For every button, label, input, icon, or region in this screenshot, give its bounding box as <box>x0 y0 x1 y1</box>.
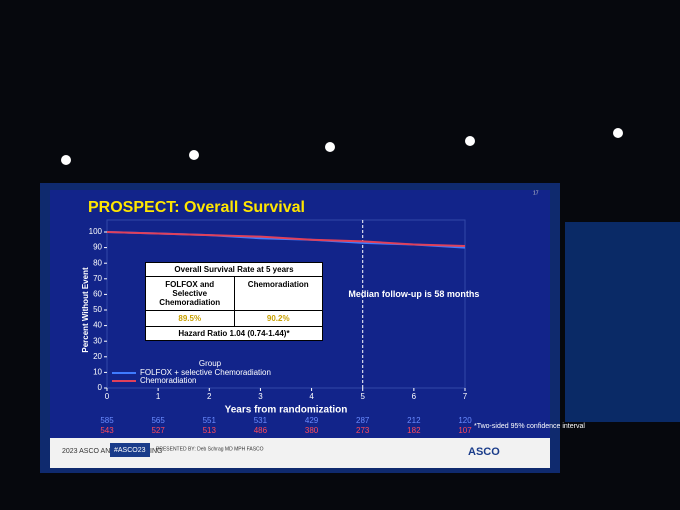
risk-count: 565 <box>151 416 165 425</box>
risk-count: 107 <box>458 426 472 435</box>
logo: ASCO <box>468 446 500 458</box>
plot-frame <box>106 219 466 389</box>
x-tick-label: 5 <box>360 392 365 401</box>
table-header: FOLFOX and Selective Chemoradiation <box>159 280 221 307</box>
risk-count: 212 <box>407 416 421 425</box>
legend-label: FOLFOX + selective Chemoradiation <box>140 368 271 377</box>
y-tick-label: 50 <box>93 305 102 314</box>
risk-count: 513 <box>203 426 217 435</box>
risk-count: 551 <box>203 416 217 425</box>
table-title: Overall Survival Rate at 5 years <box>146 263 322 277</box>
y-tick-label: 30 <box>93 336 102 345</box>
slide-number: 17 <box>533 190 539 196</box>
legend-title: Group <box>199 359 222 368</box>
x-tick-label: 6 <box>412 392 417 401</box>
y-axis-label: Percent Without Event <box>81 267 90 353</box>
table-value: 89.5% <box>178 314 202 323</box>
x-tick-label: 1 <box>156 392 161 401</box>
presenter: PRESENTED BY: Deb Schrag MD MPH FASCO <box>156 446 264 452</box>
risk-count: 531 <box>254 416 268 425</box>
slide-title: PROSPECT: Overall Survival <box>88 199 305 216</box>
y-tick-label: 10 <box>93 368 102 377</box>
risk-count: 486 <box>254 426 268 435</box>
risk-count: 543 <box>100 426 114 435</box>
y-tick-label: 90 <box>93 243 102 252</box>
legend-label: Chemoradiation <box>140 376 196 385</box>
table-header: Chemoradiation <box>233 277 323 310</box>
risk-count: 429 <box>305 416 319 425</box>
risk-count: 182 <box>407 426 421 435</box>
survival-table: Overall Survival Rate at 5 years FOLFOX … <box>145 262 323 341</box>
x-axis-label: Years from randomization <box>225 405 348 416</box>
risk-count: 287 <box>356 416 370 425</box>
hashtag: #ASCO23 <box>114 447 146 454</box>
annotation: Median follow-up is 58 months <box>348 289 479 299</box>
hashtag-box <box>110 443 150 457</box>
x-tick-label: 2 <box>207 392 212 401</box>
risk-count: 380 <box>305 426 319 435</box>
x-tick-label: 3 <box>258 392 263 401</box>
y-tick-label: 100 <box>89 227 103 236</box>
x-tick-label: 0 <box>105 392 110 401</box>
video-panel <box>565 222 680 422</box>
footnote: *Two-sided 95% confidence interval <box>474 423 585 430</box>
risk-count: 120 <box>458 416 472 425</box>
risk-count: 527 <box>151 426 165 435</box>
risk-count: 585 <box>100 416 114 425</box>
x-tick-label: 4 <box>309 392 314 401</box>
table-row: FOLFOX and Selective Chemoradiation Chemo… <box>146 277 322 311</box>
y-tick-label: 80 <box>93 258 102 267</box>
table-footer: Hazard Ratio 1.04 (0.74-1.44)* <box>178 329 290 338</box>
x-tick-label: 7 <box>463 392 468 401</box>
risk-count: 273 <box>356 426 370 435</box>
y-tick-label: 0 <box>98 383 103 392</box>
ceiling-lights <box>61 128 623 165</box>
y-tick-label: 20 <box>93 352 102 361</box>
table-value: 90.2% <box>233 311 323 326</box>
table-row: 89.5% 90.2% <box>146 311 322 327</box>
series-line <box>106 231 466 248</box>
y-tick-label: 40 <box>93 321 102 330</box>
y-tick-label: 70 <box>93 274 102 283</box>
y-tick-label: 60 <box>93 290 102 299</box>
